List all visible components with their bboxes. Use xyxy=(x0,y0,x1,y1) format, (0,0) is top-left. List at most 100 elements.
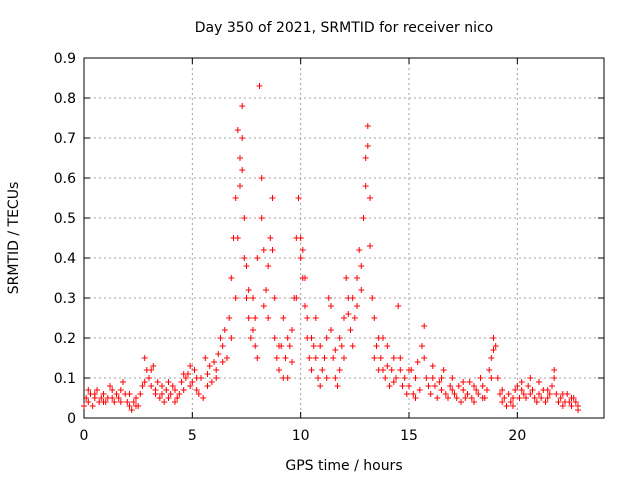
data-point xyxy=(312,355,319,361)
data-point xyxy=(460,387,467,393)
data-point xyxy=(358,287,365,293)
data-point xyxy=(572,399,579,405)
data-point xyxy=(395,303,402,309)
data-point xyxy=(473,387,480,393)
data-point xyxy=(297,235,304,241)
data-point xyxy=(180,371,187,377)
x-tick-label: 10 xyxy=(292,428,310,444)
data-point xyxy=(269,195,276,201)
data-point xyxy=(432,383,438,389)
data-point xyxy=(458,399,464,405)
data-point xyxy=(421,323,428,329)
data-point xyxy=(349,343,356,349)
data-point xyxy=(204,383,211,389)
data-point xyxy=(429,363,436,369)
data-point xyxy=(471,399,477,405)
data-point xyxy=(555,399,562,405)
data-point xyxy=(111,399,118,405)
data-point xyxy=(486,367,493,373)
data-point xyxy=(94,387,100,393)
data-point xyxy=(304,315,311,321)
data-point xyxy=(258,175,265,181)
data-point xyxy=(520,391,527,397)
data-point xyxy=(117,399,124,405)
data-point xyxy=(317,383,324,389)
data-point xyxy=(499,399,506,405)
data-point xyxy=(401,375,408,381)
y-tick-label: 0 xyxy=(67,411,76,427)
data-point xyxy=(182,375,189,381)
data-point xyxy=(529,387,536,393)
data-point xyxy=(559,403,566,409)
data-point xyxy=(468,395,475,401)
data-point xyxy=(503,403,510,409)
data-point xyxy=(133,403,139,409)
data-point xyxy=(536,379,542,385)
x-tick-label: 5 xyxy=(188,428,197,444)
data-point xyxy=(252,343,259,349)
data-point xyxy=(321,355,328,361)
data-point xyxy=(308,367,315,373)
data-point xyxy=(174,395,181,401)
data-point xyxy=(289,327,295,333)
data-point xyxy=(215,351,222,357)
data-point xyxy=(193,387,200,393)
data-point xyxy=(239,135,246,141)
data-point xyxy=(362,183,369,189)
data-point xyxy=(386,383,393,389)
data-point xyxy=(447,383,454,389)
gridlines xyxy=(84,58,604,418)
data-point xyxy=(130,399,137,405)
data-point xyxy=(172,399,178,405)
data-point xyxy=(280,315,287,321)
data-point xyxy=(232,195,239,201)
data-point xyxy=(369,295,376,301)
data-point xyxy=(488,355,495,361)
data-point xyxy=(525,383,532,389)
data-point xyxy=(204,371,211,377)
data-point xyxy=(159,391,165,397)
data-point xyxy=(228,335,235,341)
data-point xyxy=(169,383,176,389)
data-point xyxy=(351,315,358,321)
data-point xyxy=(148,383,155,389)
data-point xyxy=(234,127,241,133)
data-point xyxy=(399,383,406,389)
data-point xyxy=(527,391,534,397)
data-point xyxy=(507,399,514,405)
data-point xyxy=(273,355,280,361)
data-point xyxy=(165,379,172,385)
data-point xyxy=(154,379,161,385)
data-point xyxy=(91,391,98,397)
data-point xyxy=(100,399,107,405)
data-point xyxy=(367,243,373,249)
data-point xyxy=(492,343,499,349)
data-point xyxy=(187,363,194,369)
data-point xyxy=(206,363,213,369)
y-tick-label: 0.4 xyxy=(54,251,76,267)
data-point xyxy=(250,295,256,301)
data-point xyxy=(557,395,564,401)
y-tick-label: 0.7 xyxy=(54,131,76,147)
data-point xyxy=(213,375,220,381)
y-tick-label: 0.6 xyxy=(54,171,76,187)
data-point xyxy=(172,387,178,393)
data-point xyxy=(377,355,384,361)
data-point xyxy=(338,343,345,349)
data-point xyxy=(358,263,365,269)
data-point xyxy=(332,347,339,353)
data-point xyxy=(362,155,369,161)
data-point xyxy=(549,383,555,389)
data-point xyxy=(81,403,87,409)
data-point xyxy=(538,395,545,401)
data-point xyxy=(328,303,334,309)
data-point xyxy=(276,343,282,349)
data-point xyxy=(195,391,202,397)
data-point xyxy=(356,247,363,253)
data-point xyxy=(566,399,573,405)
data-point xyxy=(445,395,451,401)
data-point xyxy=(499,387,506,393)
data-point xyxy=(514,383,521,389)
data-point xyxy=(477,375,484,381)
data-point xyxy=(332,375,339,381)
